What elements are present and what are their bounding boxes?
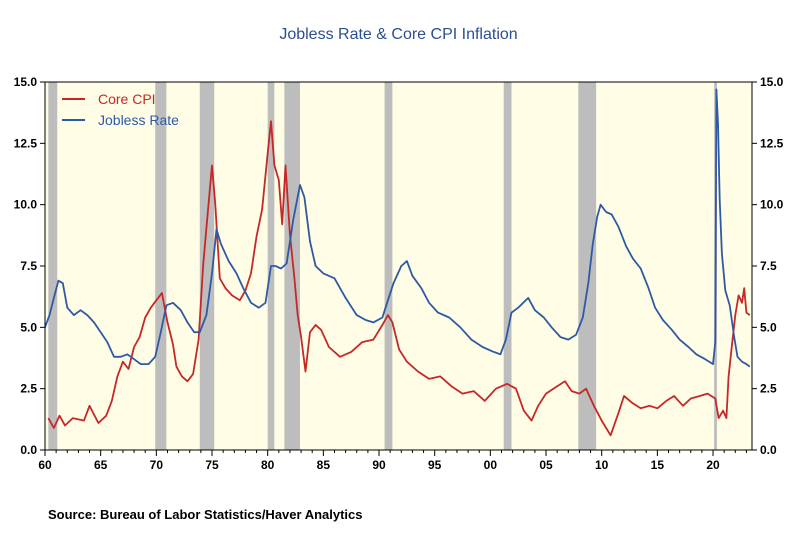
recession-band <box>284 82 300 450</box>
recession-band <box>503 82 512 450</box>
y-tick-label-left: 10.0 <box>14 198 38 212</box>
y-tick-label-left: 2.5 <box>20 382 37 396</box>
legend-label: Jobless Rate <box>98 112 179 128</box>
source-note: Source: Bureau of Labor Statistics/Haver… <box>48 507 363 522</box>
recession-band <box>155 82 167 450</box>
recession-band <box>384 82 393 450</box>
y-tick-label-right: 12.5 <box>760 136 784 150</box>
recession-band <box>48 82 58 450</box>
x-tick-label: 80 <box>261 458 275 472</box>
y-tick-label-right: 7.5 <box>760 259 777 273</box>
y-tick-label-left: 12.5 <box>14 136 38 150</box>
series-lines <box>45 88 751 437</box>
x-tick-label: 05 <box>539 458 553 472</box>
y-tick-label-left: 15.0 <box>14 75 38 89</box>
x-tick-label: 15 <box>651 458 665 472</box>
y-tick-label-right: 15.0 <box>760 75 784 89</box>
x-tick-label: 95 <box>428 458 442 472</box>
axes: 0.0 0.0 2.5 2.5 5.0 5.0 7.5 7.5 10.0 10.0 12.5 12.5… <box>14 75 784 472</box>
series-line-core-cpi <box>47 120 751 437</box>
series-line-jobless-rate <box>45 88 751 368</box>
x-tick-label: 20 <box>706 458 720 472</box>
y-tick-label-left: 5.0 <box>20 320 37 334</box>
y-tick-label-left: 7.5 <box>20 259 37 273</box>
legend: Core CPI Jobless Rate <box>62 91 179 128</box>
y-tick-label-right: 5.0 <box>760 320 777 334</box>
recession-band <box>578 82 597 450</box>
x-tick-label: 10 <box>595 458 609 472</box>
legend-label: Core CPI <box>98 91 156 107</box>
plot-background <box>45 82 752 450</box>
y-tick-label-left: 0.0 <box>20 443 37 457</box>
x-tick-label: 00 <box>484 458 498 472</box>
x-tick-label: 60 <box>38 458 52 472</box>
y-tick-label-right: 10.0 <box>760 198 784 212</box>
x-tick-label: 75 <box>205 458 219 472</box>
x-tick-label: 90 <box>372 458 386 472</box>
x-tick-label: 70 <box>150 458 164 472</box>
y-tick-label-right: 2.5 <box>760 382 777 396</box>
x-tick-label: 85 <box>317 458 331 472</box>
chart-title: Jobless Rate & Core CPI Inflation <box>279 26 518 43</box>
x-tick-label: 65 <box>94 458 108 472</box>
y-tick-label-right: 0.0 <box>760 443 777 457</box>
